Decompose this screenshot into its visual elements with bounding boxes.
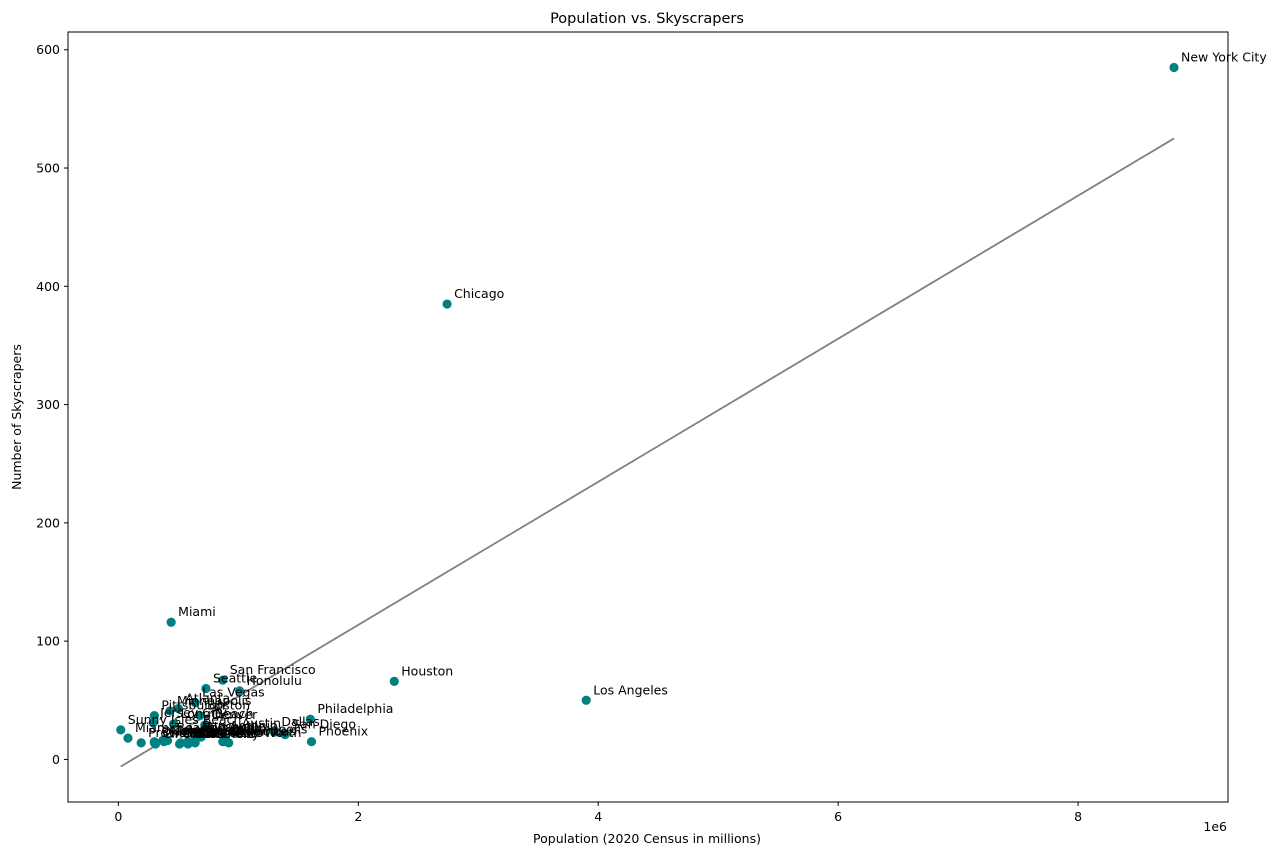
data-point	[183, 739, 193, 749]
point-label: Dallas	[281, 714, 319, 729]
data-point	[234, 686, 245, 696]
point-label: Portland	[203, 720, 255, 735]
point-label: Pittsburgh	[161, 698, 225, 713]
data-point	[166, 617, 176, 627]
data-point	[224, 738, 234, 748]
y-axis-label: Number of Skyscrapers	[9, 344, 24, 490]
point-label: Baltimore	[195, 726, 256, 741]
data-point	[306, 737, 317, 747]
data-point	[158, 735, 168, 746]
point-label: Cleveland	[170, 722, 232, 737]
point-label: Indianapolis	[232, 721, 307, 736]
point-label: Columbus	[233, 724, 295, 739]
trend-line	[120, 137, 1175, 768]
point-label: San Diego	[292, 717, 356, 732]
point-label: Atlanta	[185, 691, 230, 706]
data-point	[173, 703, 183, 714]
point-label: Detroit	[202, 725, 245, 740]
point-label: Phoenix	[319, 724, 369, 739]
y-tick-label: 500	[36, 161, 60, 176]
data-point	[581, 695, 591, 705]
data-point	[280, 729, 290, 740]
data-point	[1169, 62, 1179, 73]
chart-title: Population vs. Skyscrapers	[550, 11, 744, 27]
data-point	[191, 733, 201, 743]
point-label: Minneapolis	[177, 693, 252, 708]
y-tick-label: 100	[36, 634, 60, 649]
point-label: San Antonio	[202, 718, 278, 733]
x-tick-label: 6	[834, 809, 842, 824]
data-point	[148, 718, 158, 728]
point-label: Tulsa	[174, 722, 206, 737]
point-label: Chicago	[454, 286, 504, 301]
data-point	[176, 738, 186, 748]
point-label: Fort Worth	[236, 725, 302, 740]
point-label: Miami Beach	[135, 720, 215, 735]
x-tick-label: 2	[354, 809, 362, 824]
point-label: Cincinnati	[163, 726, 225, 741]
point-label: Austin	[242, 715, 281, 730]
data-point	[200, 720, 210, 730]
y-tick-label: 0	[52, 752, 60, 767]
point-label: Providence	[148, 725, 217, 740]
data-point	[123, 733, 133, 743]
data-point	[195, 711, 205, 721]
point-label: New Orleans	[171, 724, 250, 739]
x-tick-label: 0	[114, 809, 122, 824]
point-label: Seattle	[213, 670, 258, 685]
data-point	[149, 711, 159, 721]
y-tick-label: 600	[36, 42, 60, 57]
data-point	[218, 675, 228, 685]
point-label: St. Louis	[161, 725, 214, 740]
point-label: Jersey City	[159, 705, 227, 720]
point-label: Oklahoma City	[161, 724, 254, 739]
y-tick-label: 200	[36, 515, 60, 530]
point-label: Honolulu	[247, 673, 302, 688]
point-label: Milwaukee	[195, 724, 261, 739]
point-label: Long Beach	[181, 706, 254, 721]
point-label: San Francisco	[230, 662, 316, 677]
data-point	[116, 725, 126, 735]
x-axis-offset-label: 1e6	[1203, 819, 1227, 834]
point-label: Boston	[207, 698, 250, 713]
data-point	[149, 738, 159, 748]
axes: 0 2 4 6 8 0 100 200 300 400 500 600	[36, 31, 1229, 824]
data-point	[136, 738, 146, 748]
point-label: Sacramento	[188, 725, 264, 740]
point-label: Los Angeles	[593, 682, 668, 697]
point-label: Denver	[212, 707, 258, 722]
point-label: Miami	[178, 604, 216, 619]
y-tick-label: 300	[36, 397, 60, 412]
data-point	[201, 683, 211, 694]
point-label: Kansas City	[187, 726, 260, 741]
point-label: Philadelphia	[317, 701, 393, 716]
data-point	[269, 727, 279, 737]
data-point	[389, 676, 399, 686]
data-point	[305, 714, 315, 724]
data-point	[442, 299, 452, 309]
point-label: New York City	[1181, 49, 1267, 64]
data-point	[168, 719, 179, 729]
point-label: Sunny Isles Beach	[128, 712, 242, 727]
x-axis-label: Population (2020 Census in millions)	[533, 831, 761, 846]
point-label: Houston	[401, 663, 453, 678]
x-tick-label: 4	[594, 809, 602, 824]
data-point	[230, 728, 240, 738]
axes-frame	[67, 31, 1229, 803]
data-point	[190, 698, 200, 708]
point-label: Charlotte	[230, 724, 288, 739]
plot-area: New York City Chicago Miami Houston Los Ange…	[116, 49, 1267, 768]
data-point	[165, 706, 175, 716]
y-tick-label: 400	[36, 279, 60, 294]
point-label: Las Vegas	[202, 685, 265, 700]
point-label: Nashville	[208, 719, 265, 734]
x-tick-label: 8	[1074, 809, 1082, 824]
